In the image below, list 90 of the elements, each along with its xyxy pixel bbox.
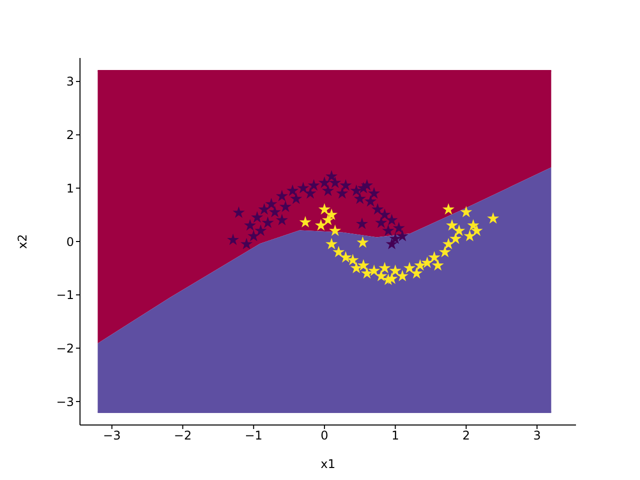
x-tick-label: 1: [391, 428, 400, 443]
y-tick-label: 1: [66, 181, 74, 196]
point: [350, 184, 362, 196]
point: [442, 203, 454, 215]
point: [332, 246, 345, 258]
point: [450, 232, 462, 244]
point: [308, 179, 320, 191]
point: [357, 259, 370, 271]
point: [318, 203, 330, 215]
point: [251, 211, 264, 223]
x-tick-label: 0: [320, 428, 328, 443]
point: [336, 187, 348, 199]
point: [329, 176, 342, 188]
point: [396, 270, 408, 282]
point: [258, 203, 270, 215]
point: [375, 216, 388, 228]
point: [382, 224, 394, 236]
point: [326, 238, 338, 250]
point: [265, 198, 278, 210]
x-tick-label: 2: [462, 428, 470, 443]
point: [304, 187, 316, 199]
point: [375, 270, 388, 282]
point: [470, 224, 483, 236]
point: [340, 179, 352, 191]
point: [438, 246, 451, 258]
x-tick-label: −1: [244, 428, 262, 443]
y-tick-label: −3: [56, 394, 74, 409]
point: [428, 251, 440, 263]
point: [372, 203, 384, 215]
point: [446, 219, 458, 231]
point: [389, 264, 402, 276]
point: [314, 219, 327, 231]
point: [396, 230, 408, 242]
point: [326, 208, 338, 220]
point: [232, 206, 245, 218]
x-tick-label: 3: [533, 428, 541, 443]
point: [386, 238, 398, 250]
point: [326, 170, 338, 182]
point: [442, 238, 454, 250]
point: [360, 179, 373, 191]
point: [364, 195, 377, 207]
point: [286, 184, 299, 196]
y-tick-label: 0: [66, 234, 74, 249]
point: [262, 216, 274, 228]
point: [378, 208, 391, 220]
point: [368, 264, 380, 276]
point: [392, 222, 405, 234]
point: [244, 219, 256, 231]
point: [240, 238, 253, 250]
point: [356, 218, 368, 230]
point: [350, 262, 362, 274]
point: [276, 214, 288, 226]
y-tick-label: −1: [56, 288, 74, 302]
point: [354, 192, 366, 204]
point: [410, 267, 423, 279]
point: [368, 187, 380, 199]
y-tick-label: 2: [66, 128, 74, 142]
point: [340, 251, 352, 263]
point: [414, 259, 426, 271]
point: [299, 216, 312, 228]
point: [460, 206, 472, 218]
y-tick-label: −2: [56, 341, 74, 356]
point: [453, 224, 466, 236]
point: [318, 176, 330, 188]
point: [290, 192, 302, 204]
point: [279, 200, 292, 212]
point: [464, 230, 476, 242]
point: [329, 224, 342, 236]
point: [432, 259, 444, 271]
point: [276, 190, 288, 202]
point: [297, 182, 310, 194]
point: [378, 262, 391, 274]
point: [421, 256, 434, 268]
y-tick-label: 3: [66, 74, 74, 89]
point: [403, 262, 416, 274]
point: [386, 214, 398, 226]
x-tick-label: −3: [103, 428, 121, 443]
point: [356, 236, 369, 248]
point: [322, 184, 334, 196]
point: [254, 224, 267, 236]
x-axis-title: x1: [320, 457, 336, 471]
point: [346, 254, 359, 266]
point: [467, 219, 480, 231]
y-axis-title: x2: [15, 234, 30, 249]
x-tick-label: −2: [174, 428, 192, 443]
point: [248, 230, 260, 242]
point: [360, 267, 373, 279]
point: [268, 206, 281, 218]
point: [227, 234, 240, 246]
point: [487, 212, 500, 224]
